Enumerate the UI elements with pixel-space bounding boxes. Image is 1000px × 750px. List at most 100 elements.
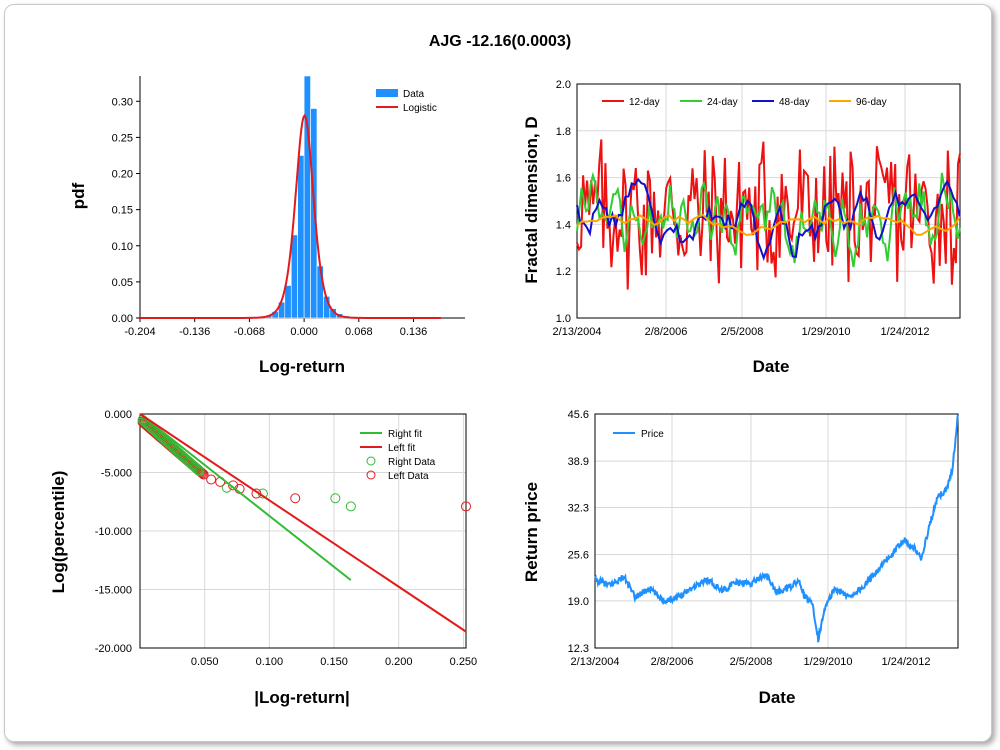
legend-swatch-left-data [366,470,376,480]
x-tick-label: -0.136 [179,326,210,338]
y-tick-label: -5.000 [101,468,132,480]
x-axis-label: |Log-return| [254,688,349,707]
legend-label-left-data: Left Data [388,471,429,482]
x-tick-label: 0.200 [385,656,413,668]
right-data-point [191,463,202,474]
x-tick-label: 2/13/2004 [571,656,620,668]
x-tick-label: 0.136 [400,326,428,338]
histogram-bar [310,108,318,319]
legend-label-right-fit: Right fit [388,429,422,440]
y-tick-label: 1.2 [556,266,571,278]
x-axis-label: Date [753,357,790,376]
y-tick-label: 0.20 [112,169,133,181]
legend-label-96-day: 96-day [856,97,887,108]
x-tick-label: 0.150 [320,656,348,668]
x-tick-label: 2/8/2006 [645,326,688,338]
legend-label-right-data: Right Data [388,457,436,468]
x-tick-label: 1/24/2012 [882,656,931,668]
left-data-point [290,493,301,504]
legend-label-price: Price [641,429,664,440]
left-data-point [461,501,471,512]
y-tick-label: 0.30 [112,96,133,108]
x-axis-label: Log-return [259,357,345,376]
y-tick-label: 0.25 [112,132,133,144]
logistic-fit-line [140,113,441,319]
y-tick-label: 0.000 [104,409,132,421]
tail-fit-panel: 0.000 -5.000 -10.000 -15.000 -20.000 0.050 0.1… [49,409,477,707]
right-data-point [193,465,204,476]
x-tick-label: 0.100 [256,656,284,668]
histogram-bar [284,285,292,319]
legend-label-48-day: 48-day [779,97,810,108]
x-tick-label: 2/5/2008 [730,656,773,668]
right-data-point [330,493,341,504]
left-data-point [228,480,239,491]
legend-label-data: Data [403,89,425,100]
histogram-bar [290,234,298,319]
legend-label-12-day: 12-day [629,97,660,108]
series-line-48-day [576,177,961,262]
legend-swatch-data [376,89,398,97]
y-tick-label: 0.10 [112,241,133,253]
y-tick-label: 2.0 [556,79,571,91]
y-tick-label: 0.15 [112,205,133,217]
x-tick-label: 1/24/2012 [881,326,930,338]
y-tick-label: 19.0 [568,596,589,608]
y-tick-label: 12.3 [568,643,589,655]
y-tick-label: -20.000 [95,643,132,655]
x-tick-label: 0.000 [290,326,318,338]
y-axis-label: Fractal dimension, D [522,116,541,283]
series-line-96-day [576,213,961,237]
y-tick-label: 1.8 [556,126,571,138]
left-data-point [206,474,217,485]
right-data-point [194,466,205,477]
x-axis-label: Date [759,688,796,707]
plot-border [576,83,961,319]
chart-frame [4,4,992,742]
x-tick-label: 0.050 [191,656,219,668]
y-tick-label: 38.9 [568,456,589,468]
y-tick-label: 1.4 [556,219,571,231]
y-tick-label: 0.00 [112,313,133,325]
right-fit-line [139,413,352,581]
left-fit-line [139,413,467,633]
series-line-24-day [576,171,961,268]
x-tick-label: 1/29/2010 [804,656,853,668]
plot-border [594,413,959,649]
page-title: AJG -12.16(0.0003) [428,33,572,50]
legend-label-logistic: Logistic [403,103,437,114]
y-tick-label: 0.05 [112,277,133,289]
x-tick-label: 2/5/2008 [721,326,764,338]
y-tick-label: 25.6 [568,550,589,562]
y-tick-label: -10.000 [95,526,132,538]
y-axis-label: Log(percentile) [49,471,68,594]
plot-border [139,413,467,649]
legend-label-24-day: 24-day [707,97,738,108]
x-tick-label: 0.068 [345,326,373,338]
legend-label-left-fit: Left fit [388,443,415,454]
x-tick-label: 2/8/2006 [651,656,694,668]
price-panel: 12.3 19.0 25.6 32.3 38.9 45.6 2/13/2004 2/8/200… [522,409,959,707]
legend-swatch-right-data [366,456,376,466]
price-line [594,414,959,643]
histogram-bar [297,155,305,319]
y-tick-label: -15.000 [95,585,132,597]
y-tick-label: 1.6 [556,173,571,185]
right-data-point [190,462,201,473]
x-tick-label: 2/13/2004 [553,326,602,338]
fractal-dimension-panel: 1.0 1.2 1.4 1.6 1.8 2.0 2/13/2004 2/8/2006 2/5/2… [522,79,961,376]
y-tick-label: 32.3 [568,502,589,514]
right-data-point [345,501,356,512]
y-axis-label: Return price [522,482,541,582]
x-tick-label: 0.250 [450,656,478,668]
y-axis-label: pdf [69,182,88,209]
y-tick-label: 45.6 [568,409,589,421]
x-tick-label: -0.204 [124,326,155,338]
x-tick-label: -0.068 [234,326,265,338]
histogram-panel: 0.00 0.05 0.10 0.15 0.20 0.25 0.30 -0.204 -0.136… [69,75,465,376]
histogram-bar [303,75,311,319]
histogram-bar [316,265,324,319]
y-tick-label: 1.0 [556,313,571,325]
x-tick-label: 1/29/2010 [802,326,851,338]
